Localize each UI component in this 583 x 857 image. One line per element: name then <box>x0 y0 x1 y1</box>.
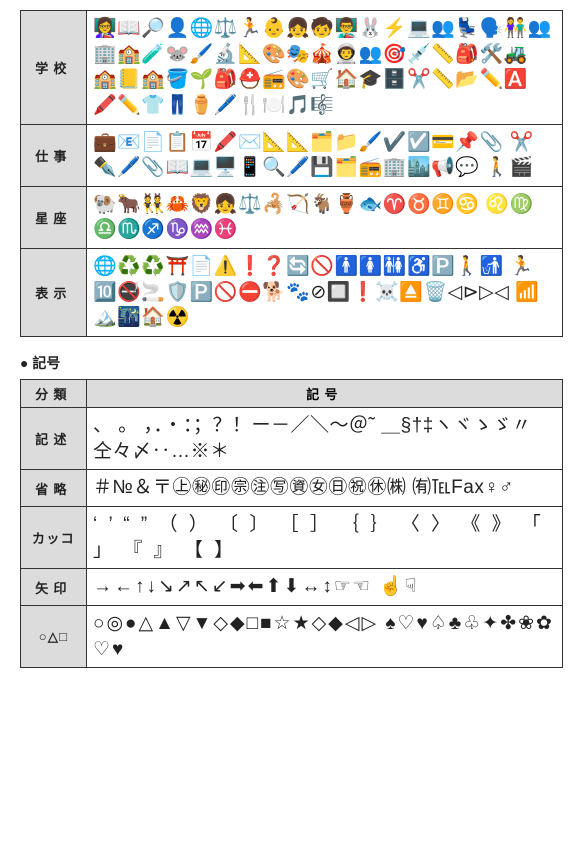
header-col-symbols: 記号 <box>87 380 563 408</box>
row-label-arrows: 矢印 <box>21 569 87 606</box>
symbol-classification-table: 分類 記号 記述 、 。 ，．・：；？！ー－／＼～＠˜ ＿§†‡ヽヾゝゞ〃仝々〆… <box>20 379 563 668</box>
symbol-cell-description: 、 。 ，．・：；？！ー－／＼～＠˜ ＿§†‡ヽヾゝゞ〃仝々〆‥…※＊ <box>87 408 563 470</box>
row-label-brackets: カッコ <box>21 506 87 568</box>
table-row: ○△□ ○◎●△▲▽▼◇◆□■☆★◇◆◁▷ ♠♡♥♤♣♧✦✤❀✿♡♥ <box>21 605 563 667</box>
table-row: 仕事 💼📧📄📋📅🖍️✉️📐📐🗂️📁🖌️✔️☑️💳📌📎 ✂️✒️🖊️📎📖💻🖥️📱🔍… <box>21 124 563 186</box>
row-label-shapes: ○△□ <box>21 605 87 667</box>
table-header-row: 分類 記号 <box>21 380 563 408</box>
symbol-cell-zodiac: 🐏🐂👯🦀🦁👧⚖️🦂🏹🐐🏺🐟♈♉♊♋ ♌♍♎♏♐♑♒♓ <box>87 186 563 248</box>
symbol-cell-school: 👩‍🏫📖🔎👤🌐⚖️🏃👶👧🧒👨‍🏫🐰⚡💻👥💺🗣️👫👥 🏢🏫🧪🐭🖌️🔬📐🎨🎭🎪👨‍🚀… <box>87 11 563 125</box>
section-heading-symbols: ● 記号 <box>20 353 563 373</box>
row-label-abbrev: 省略 <box>21 470 87 507</box>
symbol-cell-work: 💼📧📄📋📅🖍️✉️📐📐🗂️📁🖌️✔️☑️💳📌📎 ✂️✒️🖊️📎📖💻🖥️📱🔍🖊️💾… <box>87 124 563 186</box>
table-row: 省略 ＃№＆〒㊤㊙㊞㊪㊟㊢㊮㊛㊐㊗㊡㈱ ㈲℡Fax♀♂ <box>21 470 563 507</box>
symbol-cell-brackets: ‘ ’ “ ” （ ） 〔 〕 ［ ］ ｛ ｝ 〈 〉 《 》 「 」 『 』 … <box>87 506 563 568</box>
symbol-cell-abbrev: ＃№＆〒㊤㊙㊞㊪㊟㊢㊮㊛㊐㊗㊡㈱ ㈲℡Fax♀♂ <box>87 470 563 507</box>
table-row: カッコ ‘ ’ “ ” （ ） 〔 〕 ［ ］ ｛ ｝ 〈 〉 《 》 「 」 … <box>21 506 563 568</box>
table-row: 学校 👩‍🏫📖🔎👤🌐⚖️🏃👶👧🧒👨‍🏫🐰⚡💻👥💺🗣️👫👥 🏢🏫🧪🐭🖌️🔬📐🎨🎭🎪… <box>21 11 563 125</box>
icon-category-table: 学校 👩‍🏫📖🔎👤🌐⚖️🏃👶👧🧒👨‍🏫🐰⚡💻👥💺🗣️👫👥 🏢🏫🧪🐭🖌️🔬📐🎨🎭🎪… <box>20 10 563 337</box>
row-label-signs: 表示 <box>21 249 87 337</box>
symbol-cell-signs: 🌐♻️♻️⛩️📄⚠️❗❓🔄🚫🚹🚺🚻♿🅿️🚶🚮 🏃🔟🚭🚬🛡️🅿️🚫⛔🐕🐾⊘🔲❗☠️… <box>87 249 563 337</box>
row-label-school: 学校 <box>21 11 87 125</box>
row-label-description: 記述 <box>21 408 87 470</box>
symbol-cell-arrows: →←↑↓↘↗↖↙➡⬅⬆⬇↔↕☞☜ ☝☟ <box>87 569 563 606</box>
table-row: 表示 🌐♻️♻️⛩️📄⚠️❗❓🔄🚫🚹🚺🚻♿🅿️🚶🚮 🏃🔟🚭🚬🛡️🅿️🚫⛔🐕🐾⊘🔲… <box>21 249 563 337</box>
table-row: 矢印 →←↑↓↘↗↖↙➡⬅⬆⬇↔↕☞☜ ☝☟ <box>21 569 563 606</box>
header-col-category: 分類 <box>21 380 87 408</box>
row-label-work: 仕事 <box>21 124 87 186</box>
table-row: 星座 🐏🐂👯🦀🦁👧⚖️🦂🏹🐐🏺🐟♈♉♊♋ ♌♍♎♏♐♑♒♓ <box>21 186 563 248</box>
row-label-zodiac: 星座 <box>21 186 87 248</box>
table-row: 記述 、 。 ，．・：；？！ー－／＼～＠˜ ＿§†‡ヽヾゝゞ〃仝々〆‥…※＊ <box>21 408 563 470</box>
symbol-cell-shapes: ○◎●△▲▽▼◇◆□■☆★◇◆◁▷ ♠♡♥♤♣♧✦✤❀✿♡♥ <box>87 605 563 667</box>
